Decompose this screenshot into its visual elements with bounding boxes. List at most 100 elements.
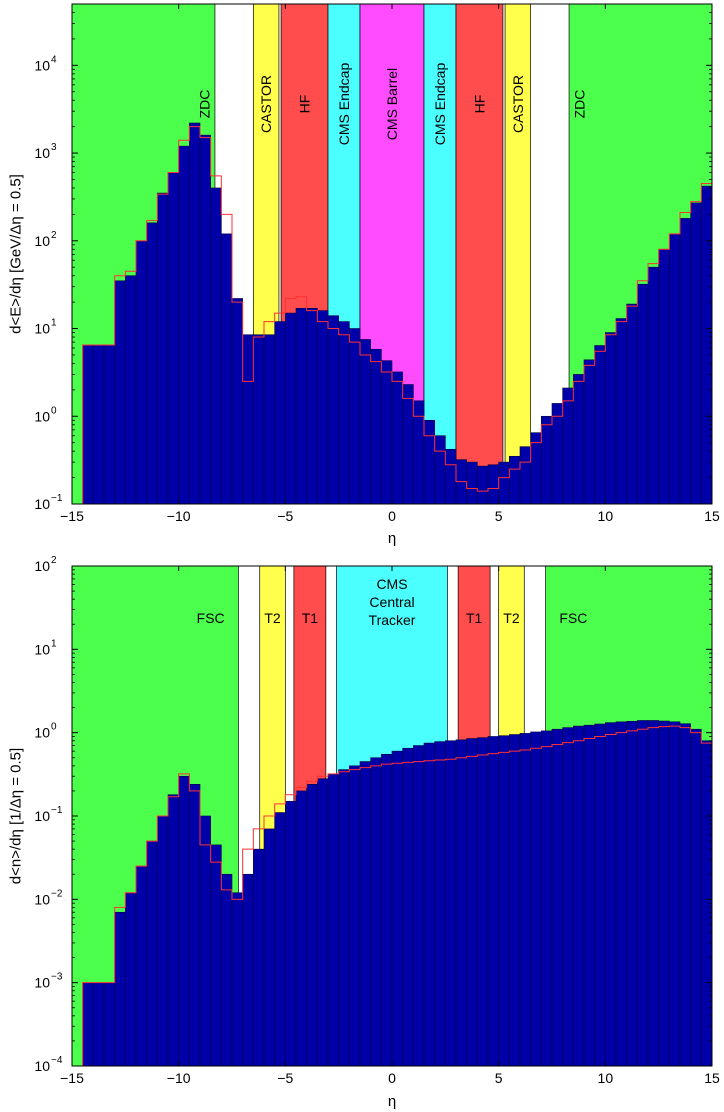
bar	[519, 733, 531, 1066]
bar	[679, 723, 691, 1066]
x-tick-label: 0	[388, 508, 396, 524]
y-tick-exponent: −1	[51, 493, 63, 504]
y-tick-exponent: 3	[51, 142, 57, 153]
bar	[263, 828, 275, 1066]
bar	[647, 720, 659, 1066]
bar	[434, 435, 446, 504]
bar	[253, 334, 265, 504]
y-tick-exponent: −1	[51, 805, 63, 816]
y-tick-exponent: −3	[51, 972, 63, 983]
bar	[253, 848, 265, 1066]
bar	[178, 145, 190, 504]
bar	[285, 801, 297, 1066]
region-yellow-7	[504, 4, 532, 504]
bar	[189, 122, 201, 504]
bar	[562, 727, 574, 1066]
bar	[231, 892, 243, 1066]
bar	[477, 737, 489, 1066]
bar	[125, 892, 137, 1066]
bar	[541, 415, 553, 504]
region-label: CMS Barrel	[384, 68, 400, 140]
bar	[498, 461, 510, 504]
bar	[167, 172, 179, 504]
bar	[125, 275, 137, 504]
bar	[381, 754, 393, 1066]
x-tick-label: 5	[495, 1070, 503, 1086]
bar	[370, 348, 382, 504]
y-tick-label: 10	[34, 725, 50, 741]
bar	[295, 790, 307, 1066]
bar	[669, 721, 681, 1066]
bar	[637, 720, 649, 1066]
x-axis-title: η	[388, 1093, 396, 1110]
y-tick-exponent: 0	[51, 405, 57, 416]
bar	[295, 308, 307, 504]
region-label: T1	[302, 610, 319, 626]
region-red-6	[455, 4, 504, 504]
bar	[381, 360, 393, 504]
bar	[690, 728, 702, 1066]
bar	[135, 240, 147, 504]
y-tick-exponent: 1	[51, 318, 57, 329]
bar	[551, 403, 563, 504]
bar	[199, 134, 211, 504]
y-axis-title: d<E>/dη [GeV/Δη = 0.5]	[8, 174, 25, 334]
mc-step-line	[82, 725, 712, 1066]
bar	[445, 449, 457, 504]
bar	[242, 334, 254, 504]
mc-step-line	[82, 126, 712, 504]
bar	[338, 321, 350, 504]
bar	[82, 982, 94, 1066]
bar	[434, 741, 446, 1066]
y-axis-title: d<n>/dη [1/Δη = 0.5]	[8, 748, 25, 884]
region-label: FSC	[197, 610, 225, 626]
bar	[327, 773, 339, 1066]
y-tick-exponent: 4	[51, 54, 57, 65]
region-label: CMS Endcap	[336, 63, 352, 146]
bar	[562, 387, 574, 504]
x-tick-label: −10	[167, 1070, 191, 1086]
x-tick-label: 5	[495, 508, 503, 524]
region-label: Tracker	[369, 612, 416, 628]
x-tick-label: −5	[277, 1070, 293, 1086]
bar	[487, 464, 499, 504]
bar	[530, 432, 542, 504]
bar	[594, 723, 606, 1066]
bar	[711, 757, 712, 1066]
region-label: ZDC	[196, 90, 212, 119]
region-label: ZDC	[572, 90, 588, 119]
region-label: T2	[264, 610, 281, 626]
bar	[626, 720, 638, 1066]
bar	[519, 446, 531, 504]
bar	[263, 334, 275, 504]
bar	[413, 745, 425, 1066]
bar	[701, 185, 712, 504]
y-tick-label: 10	[34, 558, 50, 574]
bar	[487, 736, 499, 1066]
bar	[135, 865, 147, 1066]
bar	[199, 815, 211, 1066]
region-label: CASTOR	[258, 75, 274, 133]
bar	[605, 722, 617, 1066]
y-tick-exponent: 0	[51, 722, 57, 733]
bar	[509, 734, 521, 1066]
region-label: HF	[471, 95, 487, 114]
bar	[210, 187, 222, 504]
bar	[658, 248, 670, 504]
bar	[423, 419, 435, 504]
region-label: T2	[503, 610, 520, 626]
bar	[477, 465, 489, 504]
bar	[551, 728, 563, 1066]
bar	[445, 740, 457, 1066]
bar	[402, 384, 414, 504]
bar	[402, 747, 414, 1066]
y-tick-label: 10	[34, 408, 50, 424]
region-label: Central	[369, 594, 414, 610]
bar	[370, 757, 382, 1066]
bar	[327, 315, 339, 504]
bar	[349, 328, 361, 504]
bar	[573, 725, 585, 1066]
x-tick-label: −15	[60, 508, 84, 524]
y-tick-label: 10	[34, 891, 50, 907]
